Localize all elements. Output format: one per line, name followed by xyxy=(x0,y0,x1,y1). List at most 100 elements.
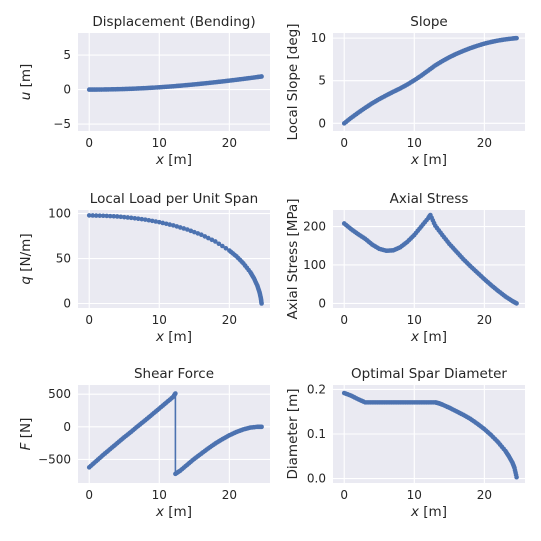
data-point xyxy=(118,214,124,220)
chart-title: Slope xyxy=(410,14,447,30)
data-point xyxy=(178,225,183,230)
subplot-6: 0 10 20 0.0 0.1 0.2 Optimal Spar Diameter x [m]… xyxy=(285,366,525,520)
data-point xyxy=(86,213,92,218)
x-tick-label: 10 xyxy=(407,488,422,502)
data-point xyxy=(223,245,229,251)
data-point xyxy=(153,219,159,224)
y-tick-label: 0 xyxy=(63,83,71,97)
x-axis-label: x [m] xyxy=(410,504,447,520)
subplot-1: 0 10 20 −5 0 5 Displacement (Bending) x [m] u [m… xyxy=(18,14,270,168)
data-point xyxy=(192,229,197,235)
y-tick-label: 0.0 xyxy=(307,472,326,486)
data-point xyxy=(170,223,176,228)
x-tick-label: 0 xyxy=(340,488,348,502)
y-tick-label: 0.2 xyxy=(307,382,326,396)
x-tick-label: 0 xyxy=(85,313,93,327)
data-point xyxy=(146,217,152,223)
data-point xyxy=(160,220,166,226)
y-axis-label: u [m] xyxy=(18,64,34,101)
x-tick-label: 0 xyxy=(340,136,348,150)
data-point xyxy=(173,391,178,396)
data-point xyxy=(142,217,148,222)
data-point xyxy=(167,222,173,227)
plot-area xyxy=(78,33,270,131)
data-point xyxy=(188,228,194,234)
x-axis-label: x [m] xyxy=(410,152,447,168)
data-point xyxy=(121,214,127,220)
x-axis-label: x [m] xyxy=(155,152,192,168)
data-point xyxy=(202,234,208,239)
x-tick-label: 20 xyxy=(477,488,492,502)
data-point xyxy=(104,213,110,219)
chart-title: Optimal Spar Diameter xyxy=(351,366,507,382)
chart-title: Local Load per Unit Span xyxy=(90,191,258,207)
plot-area xyxy=(333,33,525,131)
data-point xyxy=(139,216,145,222)
data-point xyxy=(185,227,190,232)
x-tick-label: 20 xyxy=(477,136,492,150)
plot-area xyxy=(333,210,525,308)
y-tick-label: 5 xyxy=(318,74,326,88)
data-point xyxy=(514,301,519,306)
x-tick-label: 10 xyxy=(152,136,167,150)
chart-title: Displacement (Bending) xyxy=(92,14,255,30)
data-point xyxy=(93,213,99,218)
chart-title: Axial Stress xyxy=(390,191,469,207)
x-axis-label: x [m] xyxy=(155,329,192,345)
y-axis-label: Local Slope [deg] xyxy=(285,23,301,140)
data-point xyxy=(111,213,117,219)
y-axis-label: Diameter [m] xyxy=(285,389,301,480)
data-point xyxy=(195,231,201,236)
subplot-5: 0 10 20 −500 0 500 Shear Force x [m] F [N] xyxy=(18,366,270,520)
y-axis-label: Axial Stress [MPa] xyxy=(285,198,301,319)
y-tick-label: 500 xyxy=(48,387,71,401)
y-tick-label: 5 xyxy=(63,48,71,62)
data-point xyxy=(206,235,211,241)
data-point xyxy=(514,35,519,41)
data-point xyxy=(90,213,96,218)
y-tick-label: 10 xyxy=(311,31,326,45)
x-tick-label: 10 xyxy=(152,488,167,502)
x-tick-label: 0 xyxy=(340,313,348,327)
data-point xyxy=(220,243,225,249)
data-point xyxy=(259,74,264,79)
y-tick-label: 200 xyxy=(303,220,326,234)
chart-title: Shear Force xyxy=(134,366,214,382)
y-axis-label: F [N] xyxy=(18,418,34,451)
y-tick-label: 0 xyxy=(318,116,326,130)
y-tick-label: 0 xyxy=(63,420,71,434)
subplot-3: 0 10 20 0 50 100 Local Load per Unit Span x [m]… xyxy=(18,191,270,345)
x-tick-label: 10 xyxy=(407,313,422,327)
y-axis-label: q [N/m] xyxy=(18,233,34,284)
data-point xyxy=(97,213,103,218)
y-tick-label: 50 xyxy=(56,252,71,266)
data-point xyxy=(174,224,180,229)
x-tick-label: 10 xyxy=(407,136,422,150)
x-tick-label: 10 xyxy=(152,313,167,327)
x-tick-label: 0 xyxy=(85,488,93,502)
plot-area xyxy=(78,385,270,483)
x-tick-label: 20 xyxy=(477,313,492,327)
data-point xyxy=(259,424,264,430)
data-point xyxy=(259,301,264,306)
data-point xyxy=(199,232,204,238)
subplot-2: 0 10 20 0 5 10 Slope x [m] Local Slope [deg] xyxy=(285,14,525,168)
y-tick-label: −5 xyxy=(53,117,71,131)
data-point xyxy=(107,213,113,219)
data-point xyxy=(128,215,134,221)
y-tick-label: 100 xyxy=(48,207,71,221)
data-point xyxy=(125,215,131,220)
data-point xyxy=(100,213,106,219)
y-tick-label: 100 xyxy=(303,258,326,272)
y-tick-label: 0 xyxy=(318,296,326,310)
x-tick-label: 0 xyxy=(85,136,93,150)
x-axis-label: x [m] xyxy=(155,504,192,520)
x-tick-label: 20 xyxy=(222,313,237,327)
data-point xyxy=(514,474,519,480)
data-point xyxy=(156,219,162,225)
data-point xyxy=(132,215,138,221)
y-tick-label: 0 xyxy=(63,297,71,311)
data-point xyxy=(216,241,222,247)
